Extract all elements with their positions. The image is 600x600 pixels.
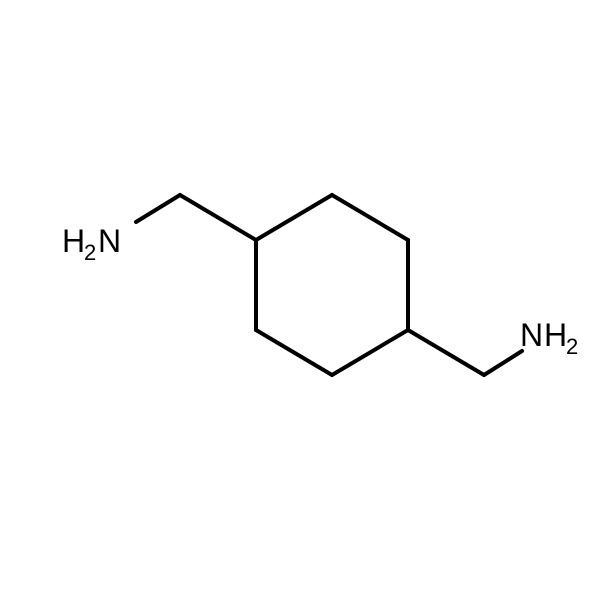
atom-label-left_amine: N: [98, 223, 121, 259]
atom-label-left_amine: H: [62, 223, 85, 259]
bond: [332, 330, 408, 375]
bonds-layer: [136, 195, 522, 375]
bond: [256, 330, 332, 375]
bond: [256, 195, 332, 240]
bond: [332, 195, 408, 240]
labels-layer: H2NNH2: [62, 223, 578, 359]
bond: [136, 195, 180, 222]
atom-label-right_amine: 2: [566, 334, 578, 359]
bond: [180, 195, 256, 240]
atom-label-right_amine: H: [544, 317, 567, 353]
molecule-diagram: H2NNH2: [0, 0, 600, 600]
atom-label-right_amine: N: [520, 317, 543, 353]
atom-label-left_amine: 2: [84, 240, 96, 265]
bond: [484, 351, 522, 375]
bond: [408, 330, 484, 375]
